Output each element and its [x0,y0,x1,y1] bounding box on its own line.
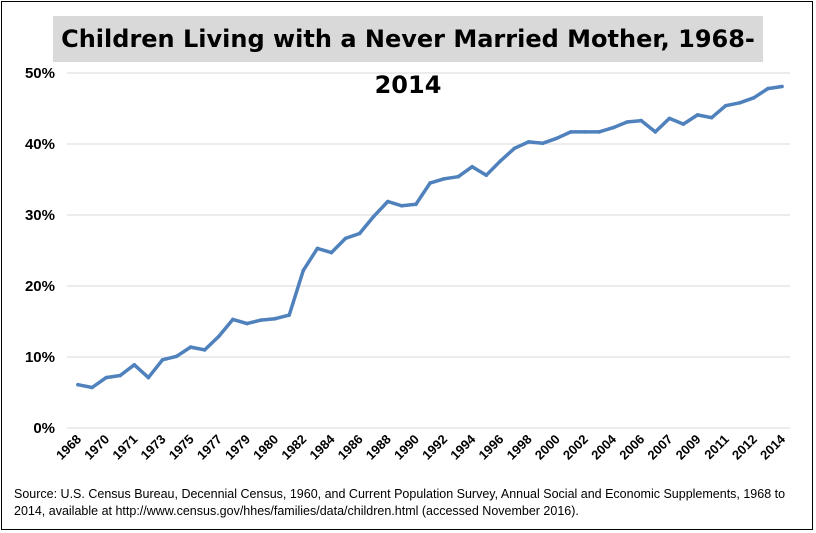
data-point [442,177,446,181]
data-point [301,268,306,273]
x-tick-label: 1998 [504,432,535,463]
data-point [329,250,334,255]
data-point [90,385,94,390]
x-tick-label: 1982 [278,432,309,463]
data-point [653,130,658,134]
y-tick-label: 40% [25,136,55,153]
data-point [146,375,151,380]
y-axis-tick-labels: 0% 10% 20% 30% 40% 50% [25,65,55,437]
data-point [766,86,770,91]
data-point [484,173,489,177]
x-tick-label: 2002 [560,432,591,463]
data-point [160,358,165,362]
data-point [315,246,320,251]
data-point [245,321,249,326]
x-tick-label: 1979 [222,432,253,463]
x-tick-label: 1988 [363,432,394,463]
x-tick-label: 1994 [447,431,479,463]
data-point [667,116,672,121]
x-axis-tick-labels: 1968197019711973197519771979198019821984… [53,431,789,463]
data-point [498,159,503,163]
data-point [371,214,376,219]
data-point [569,130,573,134]
data-point [540,141,545,146]
data-point [456,174,461,179]
data-point [583,130,587,134]
data-point [202,348,207,352]
x-tick-label: 1968 [53,432,84,463]
y-tick-label: 20% [25,278,55,295]
data-point [287,313,292,317]
data-point [752,96,756,100]
series-group [76,84,784,390]
x-tick-label: 2009 [673,432,704,463]
data-point [709,115,714,120]
data-point [343,236,348,241]
y-tick-label: 0% [33,420,55,437]
y-tick-label: 10% [25,349,55,366]
x-tick-label: 1977 [194,432,225,463]
data-point [118,373,122,378]
data-point [174,354,179,359]
x-tick-label: 1996 [475,432,506,463]
data-point [554,136,559,141]
x-tick-label: 1990 [391,432,422,463]
series-line [76,84,784,390]
data-point [273,316,277,321]
data-point [357,231,362,236]
x-tick-label: 1975 [166,432,197,463]
data-point [132,363,137,367]
data-point [428,181,432,185]
x-tick-label: 1992 [419,432,450,463]
x-tick-label: 2007 [644,432,675,463]
x-tick-label: 1971 [109,432,140,463]
data-point [414,202,418,207]
y-tick-label: 50% [25,65,55,82]
data-point [217,334,221,339]
data-point [611,125,615,130]
gridlines [67,72,790,429]
x-tick-label: 1980 [250,432,281,463]
data-point [470,164,475,169]
x-tick-label: 1970 [81,432,112,463]
x-tick-label: 1973 [138,432,169,463]
x-tick-label: 2014 [757,431,789,463]
x-tick-label: 2006 [616,432,647,463]
data-point [625,120,629,124]
data-point [386,199,390,204]
chart-title-box: Children Living with a Never Married Mot… [53,16,763,99]
x-tick-label: 1984 [307,431,339,463]
y-tick-label: 30% [25,207,55,224]
data-point [526,140,531,144]
chart-title: Children Living with a Never Married Mot… [61,25,755,99]
data-point [723,103,728,108]
data-point [259,318,263,322]
data-point [639,118,643,123]
data-point [695,113,700,117]
x-tick-label: 2012 [729,432,760,463]
data-point [738,101,742,105]
data-point [231,317,235,322]
x-tick-label: 1986 [335,432,366,463]
data-point [188,345,193,349]
source-note: Source: U.S. Census Bureau, Decennial Ce… [14,487,786,518]
data-point [512,146,517,151]
x-tick-label: 2011 [701,432,732,463]
x-tick-label: 2000 [532,432,563,463]
data-point [681,122,686,126]
data-point [76,382,80,387]
data-point [104,375,108,380]
data-point [400,204,404,208]
data-point [780,84,784,89]
x-tick-label: 2004 [588,431,620,463]
data-point [597,130,601,134]
